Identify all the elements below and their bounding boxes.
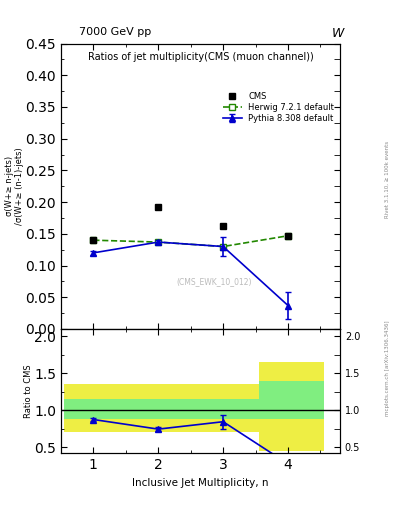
Text: W: W: [332, 27, 344, 39]
Text: Ratios of jet multiplicity(CMS (muon channel)): Ratios of jet multiplicity(CMS (muon cha…: [88, 52, 313, 62]
Legend: CMS, Herwig 7.2.1 default, Pythia 8.308 default: CMS, Herwig 7.2.1 default, Pythia 8.308 …: [222, 91, 336, 125]
Herwig 7.2.1 default: [156, 239, 161, 245]
Text: Rivet 3.1.10, ≥ 100k events: Rivet 3.1.10, ≥ 100k events: [385, 141, 389, 218]
CMS: [91, 237, 96, 243]
Y-axis label: σ(W+≥ n-jets)
/σ(W+≥ (n-1)-jets): σ(W+≥ n-jets) /σ(W+≥ (n-1)-jets): [4, 147, 24, 225]
Herwig 7.2.1 default: [221, 243, 226, 249]
Herwig 7.2.1 default: [286, 232, 290, 239]
Text: mcplots.cern.ch [arXiv:1306.3436]: mcplots.cern.ch [arXiv:1306.3436]: [385, 321, 389, 416]
Y-axis label: Ratio to CMS: Ratio to CMS: [24, 364, 33, 418]
CMS: [286, 232, 290, 239]
Text: 7000 GeV pp: 7000 GeV pp: [79, 27, 151, 37]
Text: (CMS_EWK_10_012): (CMS_EWK_10_012): [176, 277, 252, 286]
Herwig 7.2.1 default: [91, 237, 96, 243]
X-axis label: Inclusive Jet Multiplicity, n: Inclusive Jet Multiplicity, n: [132, 478, 269, 487]
CMS: [221, 223, 226, 229]
Line: Herwig 7.2.1 default: Herwig 7.2.1 default: [90, 233, 291, 249]
Line: CMS: CMS: [90, 203, 292, 244]
CMS: [156, 203, 161, 209]
